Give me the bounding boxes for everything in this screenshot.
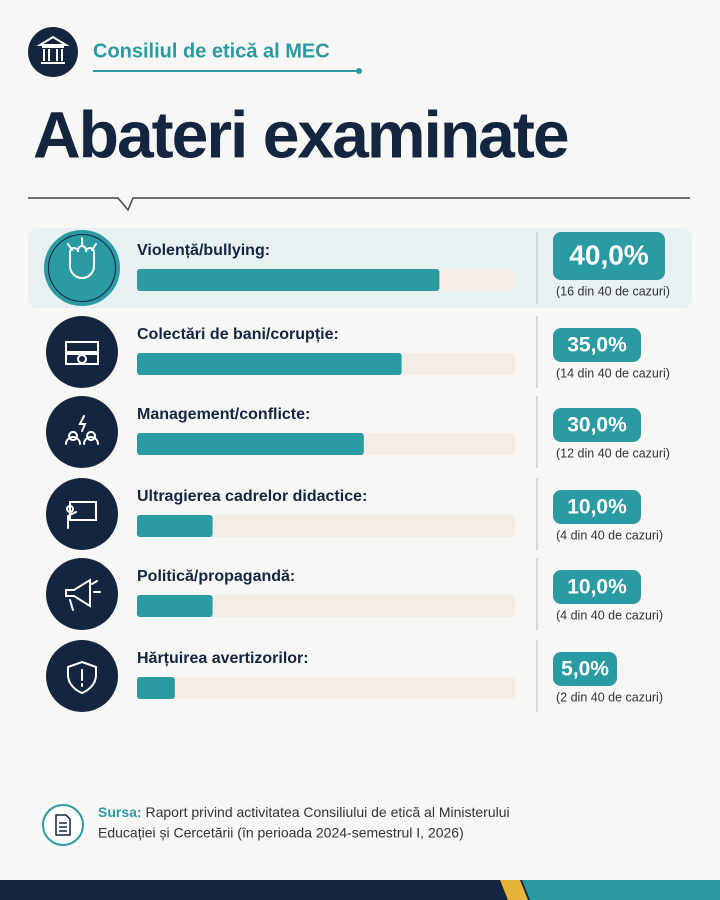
value-badge [553, 408, 641, 442]
bar-track [137, 677, 515, 699]
case-note: (16 din 40 de cazuri) [556, 284, 670, 298]
value-label: 35,0% [567, 334, 627, 357]
category-icon [46, 558, 118, 630]
icon-glyph [65, 415, 99, 445]
value-badge [553, 328, 641, 362]
value-label: 30,0% [567, 414, 627, 437]
bar [137, 677, 175, 699]
header-icon [28, 27, 78, 77]
category-label: Hărțuirea avertizorilor: [137, 650, 309, 667]
header-dot [356, 68, 362, 74]
bar [137, 595, 213, 617]
case-note: (4 din 40 de cazuri) [556, 608, 663, 622]
value-badge [553, 232, 665, 280]
category-label: Violență/bullying: [137, 242, 270, 259]
case-note: (4 din 40 de cazuri) [556, 528, 663, 542]
category-label: Ultragierea cadrelor didactice: [137, 488, 367, 505]
bar [137, 269, 440, 291]
category-label: Colectări de bani/corupție: [137, 326, 339, 343]
category-icon [46, 396, 118, 468]
source-text-continued: Educației și Cercetării (în perioada 202… [98, 825, 464, 841]
bar-track [137, 515, 515, 537]
source-label: Sursa: [98, 804, 142, 820]
icon-glyph [65, 578, 101, 611]
value-label: 5,0% [561, 658, 609, 681]
title-rule [28, 197, 690, 212]
category-label: Politică/propagandă: [137, 568, 295, 585]
value-badge [553, 490, 641, 524]
chart-title: Abateri examinate [33, 97, 568, 171]
icon-glyph [67, 237, 97, 279]
bank-glyph [36, 35, 70, 64]
bar [137, 515, 213, 537]
document-glyph [55, 814, 71, 836]
value-label: 40,0% [569, 239, 648, 270]
icon-glyph [65, 341, 99, 365]
footer-accent [522, 880, 720, 900]
case-note: (2 din 40 de cazuri) [556, 690, 663, 704]
source-icon [42, 804, 84, 846]
case-note: (12 din 40 de cazuri) [556, 446, 670, 460]
icon-glyph [66, 501, 97, 529]
value-label: 10,0% [567, 496, 627, 519]
source-text: Raport privind activitatea Consiliului d… [145, 804, 509, 820]
bar [137, 433, 364, 455]
footer-accent [500, 880, 528, 900]
bar-track [137, 595, 515, 617]
bar [137, 353, 402, 375]
source-line: Sursa: Raport privind activitatea Consil… [98, 804, 510, 820]
icon-glyph [67, 660, 97, 695]
rows: Violență/bullying: 40,0% (16 din 40 de caz… [28, 228, 692, 712]
category-label: Management/conflicte: [137, 406, 310, 423]
value-badge [553, 570, 641, 604]
category-icon [46, 478, 118, 550]
case-note: (14 din 40 de cazuri) [556, 366, 670, 380]
value-badge [553, 652, 617, 686]
value-label: 10,0% [567, 576, 627, 599]
category-icon-inner [49, 235, 115, 301]
organization: Consiliul de etică al MEC [93, 40, 330, 62]
